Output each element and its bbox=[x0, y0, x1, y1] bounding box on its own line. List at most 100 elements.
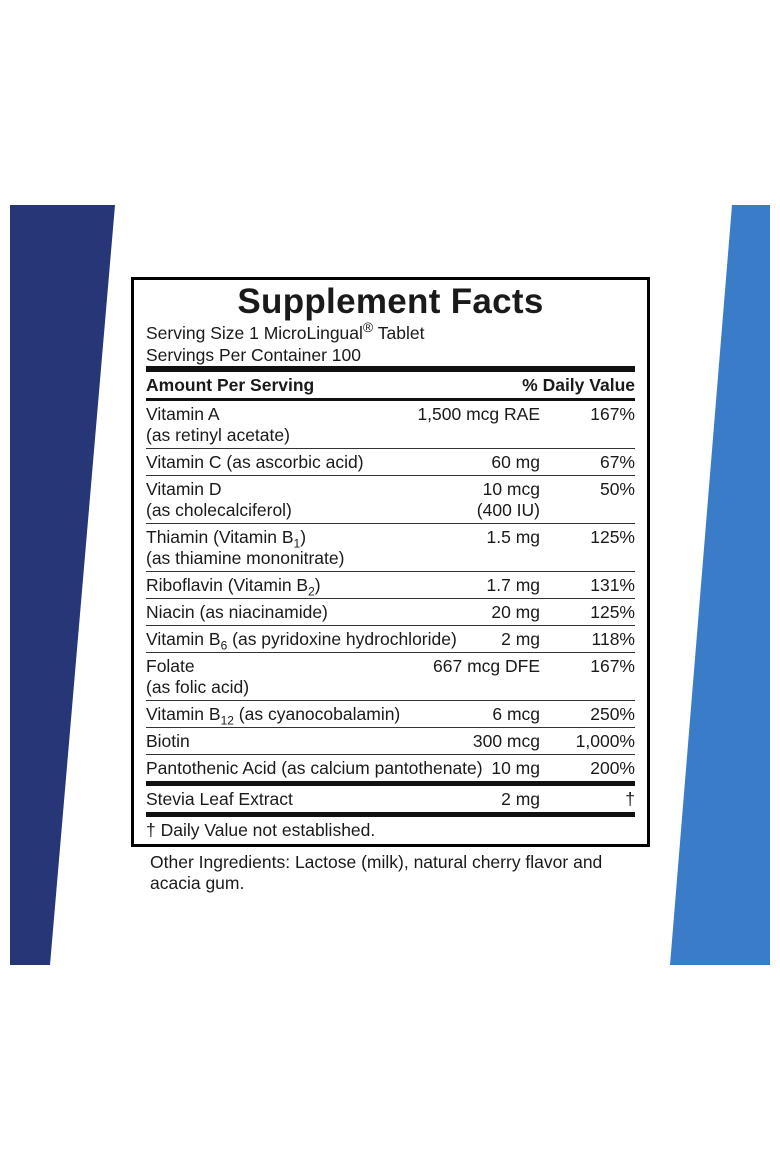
amount: 10 mg bbox=[491, 758, 540, 779]
amount-text: 300 mcg bbox=[472, 731, 540, 751]
amount-text: 1.7 mg bbox=[486, 575, 541, 595]
nutrient-name: Folate bbox=[146, 656, 635, 677]
amount-text: 6 mcg bbox=[492, 704, 540, 724]
amount-text: 2 mg bbox=[501, 789, 540, 809]
nutrient-row: Pantothenic Acid (as calcium pantothenat… bbox=[146, 755, 635, 786]
amount-text: 20 mg bbox=[491, 602, 540, 622]
nutrient-name: Vitamin C (as ascorbic acid) bbox=[146, 452, 635, 473]
serving-text-after: Tablet bbox=[373, 323, 425, 343]
nutrient-row: Vitamin B12 (as cyanocobalamin) 6 mcg 250% bbox=[146, 701, 635, 728]
amount-text: 1,500 mcg RAE bbox=[417, 404, 540, 424]
daily-value: 167% bbox=[590, 656, 635, 676]
nutrient-row: Biotin 300 mcg 1,000% bbox=[146, 728, 635, 755]
facts-panel: Supplement Facts Serving Size 1 MicroLin… bbox=[131, 277, 650, 847]
amount: 2 mg bbox=[501, 629, 540, 650]
amount-text: 667 mcg DFE bbox=[433, 656, 540, 676]
name-text: Niacin (as niacinamide) bbox=[146, 602, 328, 622]
name-text: Stevia Leaf Extract bbox=[146, 789, 293, 809]
amount-note: (400 IU) bbox=[476, 500, 540, 520]
daily-value: 131% bbox=[590, 575, 635, 595]
nutrient-note: (as retinyl acetate) bbox=[146, 425, 290, 445]
name-text-after: ) bbox=[314, 575, 321, 595]
nutrient-name: Thiamin (Vitamin B1) bbox=[146, 527, 635, 551]
daily-value: 67% bbox=[599, 452, 635, 472]
daily-value: 200% bbox=[590, 758, 635, 778]
amount-text: 1.5 mg bbox=[486, 527, 541, 547]
right-panel bbox=[670, 205, 770, 965]
nutrient-row: Folate (as folic acid) 667 mcg DFE 167% bbox=[146, 653, 635, 701]
name-text-after: ) bbox=[300, 527, 307, 547]
nutrient-note: (as folic acid) bbox=[146, 677, 250, 697]
name-text: Biotin bbox=[146, 731, 190, 751]
name-subscript: 1 bbox=[293, 536, 301, 551]
amount: 2 mg bbox=[501, 789, 540, 810]
daily-value: 167% bbox=[590, 404, 635, 424]
name-subscript: 6 bbox=[220, 638, 228, 653]
rows: Vitamin A (as retinyl acetate) 1,500 mcg R… bbox=[146, 401, 635, 817]
name-text-after: (as cyanocobalamin) bbox=[233, 704, 401, 724]
nutrient-row: Vitamin C (as ascorbic acid) 60 mg 67% bbox=[146, 449, 635, 476]
amount: 60 mg bbox=[491, 452, 540, 473]
name-text-after: (as pyridoxine hydrochloride) bbox=[227, 629, 457, 649]
nutrient-note: (as thiamine mononitrate) bbox=[146, 548, 345, 568]
nutrient-row: Stevia Leaf Extract 2 mg † bbox=[146, 786, 635, 817]
registered-mark: ® bbox=[362, 319, 374, 336]
nutrient-name: Biotin bbox=[146, 731, 635, 752]
header-row: Amount Per Serving % Daily Value bbox=[146, 372, 635, 401]
nutrient-row: Thiamin (Vitamin B1) (as thiamine mononit… bbox=[146, 524, 635, 572]
name-text: Thiamin (Vitamin B bbox=[146, 527, 294, 547]
nutrient-name: Niacin (as niacinamide) bbox=[146, 602, 635, 623]
amount: 20 mg bbox=[491, 602, 540, 623]
nutrient-row: Vitamin D (as cholecalciferol) 10 mcg (400 … bbox=[146, 476, 635, 524]
name-text: Vitamin B bbox=[146, 704, 221, 724]
amount: 300 mcg bbox=[473, 731, 540, 752]
header-dv: % Daily Value bbox=[522, 375, 635, 395]
amount-text: 60 mg bbox=[491, 452, 540, 472]
name-subscript: 2 bbox=[308, 584, 315, 599]
footnote: † Daily Value not established. bbox=[146, 820, 376, 840]
amount: 1.5 mg bbox=[487, 527, 541, 548]
nutrient-row: Vitamin B6 (as pyridoxine hydrochloride)… bbox=[146, 626, 635, 653]
left-panel bbox=[10, 205, 115, 965]
daily-value: 1,000% bbox=[575, 731, 635, 751]
header-amount: Amount Per Serving bbox=[146, 375, 315, 395]
title: Supplement Facts bbox=[237, 282, 544, 321]
amount-text: 10 mg bbox=[491, 758, 540, 778]
nutrient-name: Pantothenic Acid (as calcium pantothenat… bbox=[146, 758, 635, 779]
facts-content: Supplement Facts Serving Size 1 MicroLin… bbox=[146, 280, 635, 843]
daily-value: 50% bbox=[599, 479, 635, 499]
nutrient-name: Vitamin B6 (as pyridoxine hydrochloride) bbox=[146, 629, 635, 653]
daily-value: † bbox=[625, 789, 635, 809]
name-text: Folate bbox=[146, 656, 195, 676]
daily-value: 250% bbox=[590, 704, 635, 724]
other-ingredients: Other Ingredients: Lactose (milk), natur… bbox=[150, 852, 603, 893]
daily-value: 118% bbox=[591, 629, 635, 649]
amount-text: 2 mg bbox=[501, 629, 540, 649]
nutrient-row: Vitamin A (as retinyl acetate) 1,500 mcg R… bbox=[146, 401, 635, 449]
name-text: Vitamin C (as ascorbic acid) bbox=[146, 452, 364, 472]
amount: 667 mcg DFE bbox=[433, 656, 540, 677]
servings-per-container: Servings Per Container 100 bbox=[146, 344, 635, 372]
nutrient-row: Niacin (as niacinamide) 20 mg 125% bbox=[146, 599, 635, 626]
serving-text: Serving Size 1 MicroLingual bbox=[146, 323, 363, 343]
nutrient-note: (as cholecalciferol) bbox=[146, 500, 292, 520]
name-text: Pantothenic Acid (as calcium pantothenat… bbox=[146, 758, 483, 778]
daily-value: 125% bbox=[590, 602, 635, 622]
nutrient-name: Riboflavin (Vitamin B2) bbox=[146, 575, 635, 599]
name-text: Vitamin A bbox=[146, 404, 220, 424]
name-subscript: 12 bbox=[220, 713, 234, 728]
nutrient-name: Vitamin B12 (as cyanocobalamin) bbox=[146, 704, 635, 728]
amount: 10 mcg (400 IU) bbox=[477, 479, 540, 521]
name-text: Vitamin B bbox=[146, 629, 221, 649]
name-text: Vitamin D bbox=[146, 479, 222, 499]
nutrient-name: Stevia Leaf Extract bbox=[146, 789, 635, 810]
amount-text: 10 mcg bbox=[482, 479, 540, 499]
nutrient-row: Riboflavin (Vitamin B2) 1.7 mg 131% bbox=[146, 572, 635, 599]
name-text: Riboflavin (Vitamin B bbox=[146, 575, 309, 595]
nutrient-name: Vitamin D bbox=[146, 479, 635, 500]
amount: 1.7 mg bbox=[487, 575, 541, 596]
amount: 6 mcg bbox=[492, 704, 540, 725]
nutrient-name: Vitamin A bbox=[146, 404, 635, 425]
